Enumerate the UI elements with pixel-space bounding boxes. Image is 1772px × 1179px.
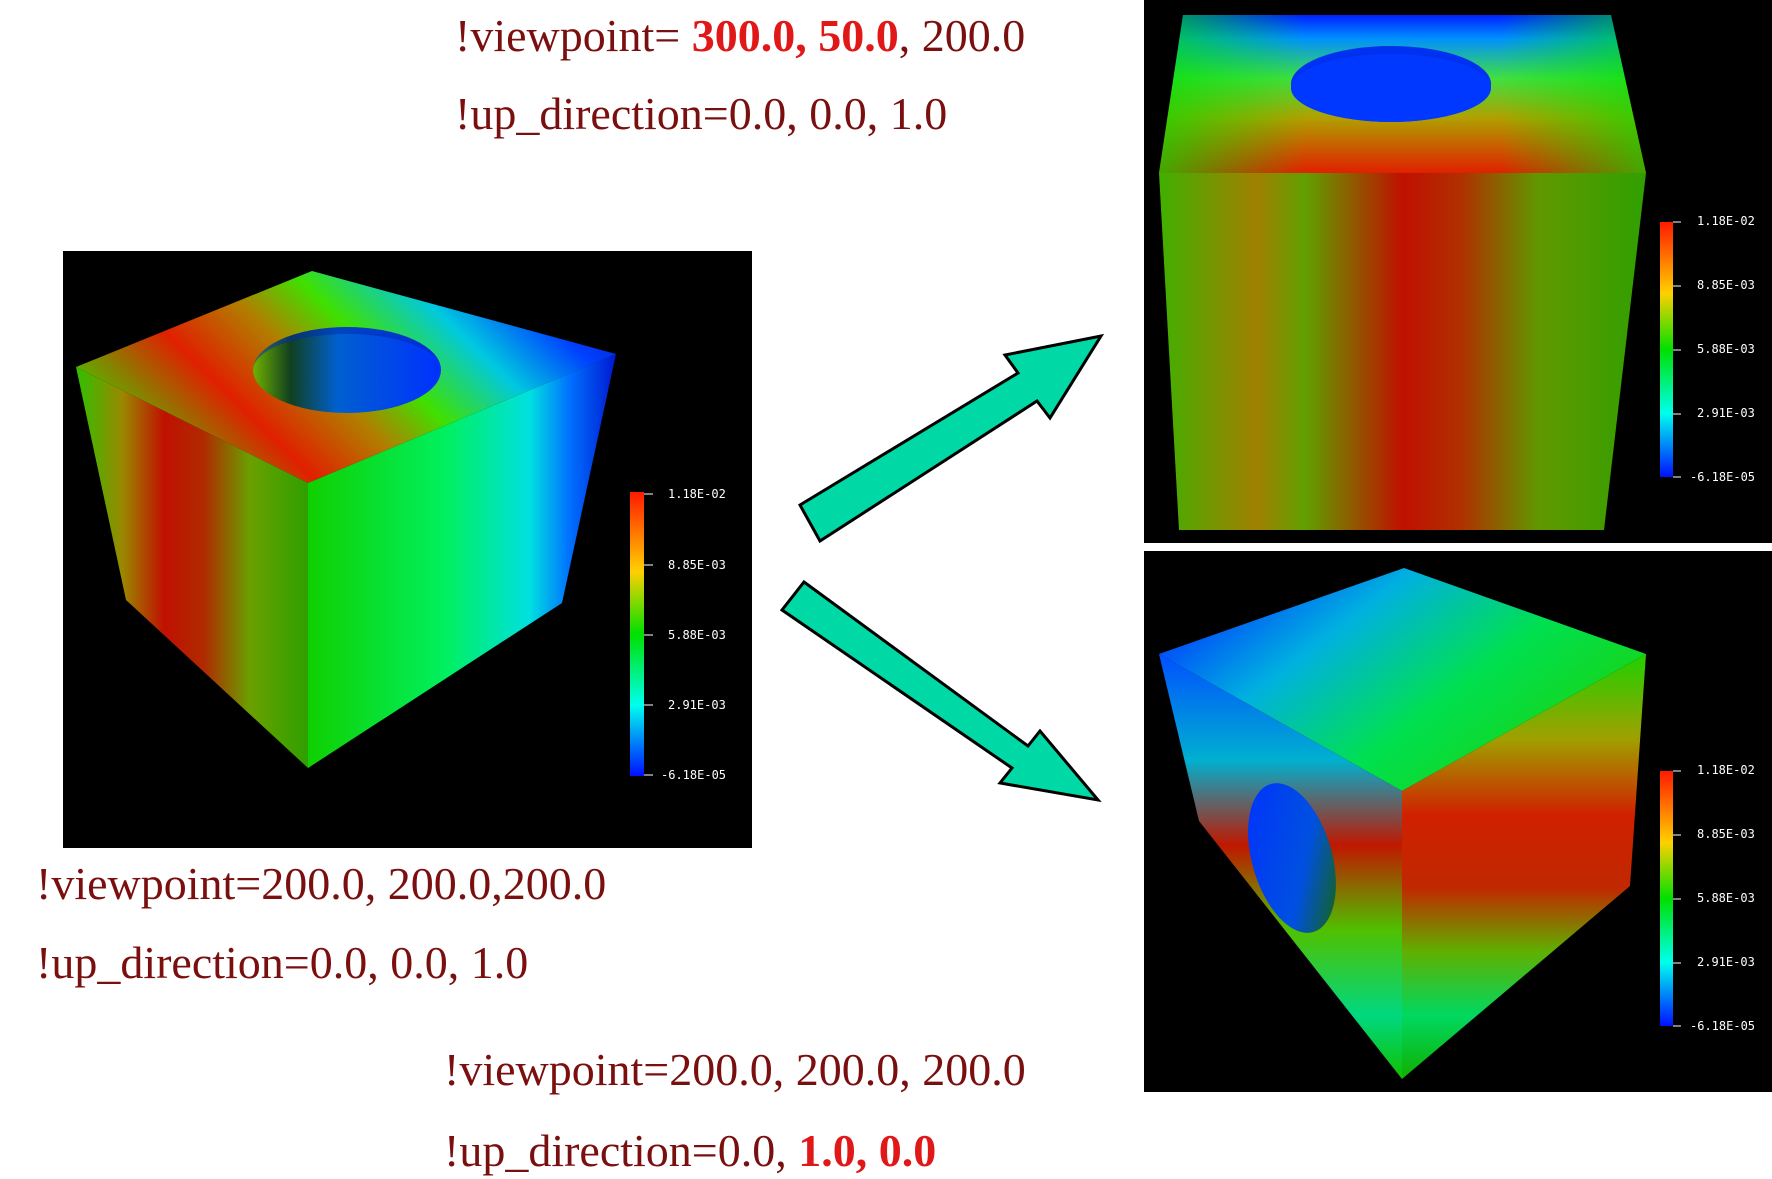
colorbar-tick: 2.91E-03 [1697,955,1755,969]
render-panel-up-direction-changed: 1.18E-02 8.85E-03 5.88E-03 2.91E-03 -6.1… [1144,551,1772,1092]
colorbar-ticks: 1.18E-02 8.85E-03 5.88E-03 2.91E-03 -6.1… [644,487,726,782]
colorbar-tick: 1.18E-02 [1697,214,1755,228]
colorbar-tick: 5.88E-03 [1697,342,1755,356]
colorbar-tick: -6.18E-05 [1690,470,1755,484]
colorbar-tick: 1.18E-02 [1697,763,1755,777]
render-panel-initial: 1.18E-02 8.85E-03 5.88E-03 2.91E-03 -6.1… [63,251,752,848]
colorbar-tick: 8.85E-03 [1697,278,1755,292]
hole [253,327,441,413]
colorbar-tick: 8.85E-03 [668,558,726,572]
colorbar-tick: 5.88E-03 [1697,891,1755,905]
caption-left-viewpoint: !viewpoint=200.0, 200.0,200.0 [36,858,607,909]
caption-bottom-up-direction: !up_direction=0.0, 1.0, 0.0 [444,1125,937,1176]
arrow-to-bottom-view [779,579,1102,803]
cube-top-face [1159,568,1646,791]
colorbar [1660,771,1673,1026]
render-panel-viewpoint-changed: 1.18E-02 8.85E-03 5.88E-03 2.91E-03 -6.1… [1144,0,1772,543]
cube-render: 1.18E-02 8.85E-03 5.88E-03 2.91E-03 -6.1… [1159,15,1755,530]
hole [1248,783,1336,933]
changed-value: 1.0, 0.0 [798,1125,937,1176]
colorbar-tick: 1.18E-02 [668,487,726,501]
colorbar [630,492,644,776]
caption-bottom-viewpoint: !viewpoint=200.0, 200.0, 200.0 [444,1044,1026,1095]
cube-render: 1.18E-02 8.85E-03 5.88E-03 2.91E-03 -6.1… [1159,568,1755,1079]
caption-left-up-direction: !up_direction=0.0, 0.0, 1.0 [36,937,529,988]
cube-render: 1.18E-02 8.85E-03 5.88E-03 2.91E-03 -6.1… [76,271,726,782]
caption-top-up-direction: !up_direction=0.0, 0.0, 1.0 [455,88,948,139]
cube-front-face [1159,173,1646,530]
cube-front-face [76,367,308,768]
cube-right-face [308,354,616,768]
arrow-to-top-view [797,333,1105,544]
changed-value: 300.0, 50.0 [691,10,899,61]
colorbar [1660,222,1673,477]
colorbar-tick: -6.18E-05 [1690,1019,1755,1033]
cube-right-face [1402,654,1646,1079]
colorbar-tick: 2.91E-03 [1697,406,1755,420]
colorbar-tick: 8.85E-03 [1697,827,1755,841]
colorbar-tick: 5.88E-03 [668,628,726,642]
caption-top-viewpoint: !viewpoint= 300.0, 50.0, 200.0 [455,10,1026,61]
colorbar-tick: 2.91E-03 [668,698,726,712]
colorbar-tick: -6.18E-05 [661,768,726,782]
